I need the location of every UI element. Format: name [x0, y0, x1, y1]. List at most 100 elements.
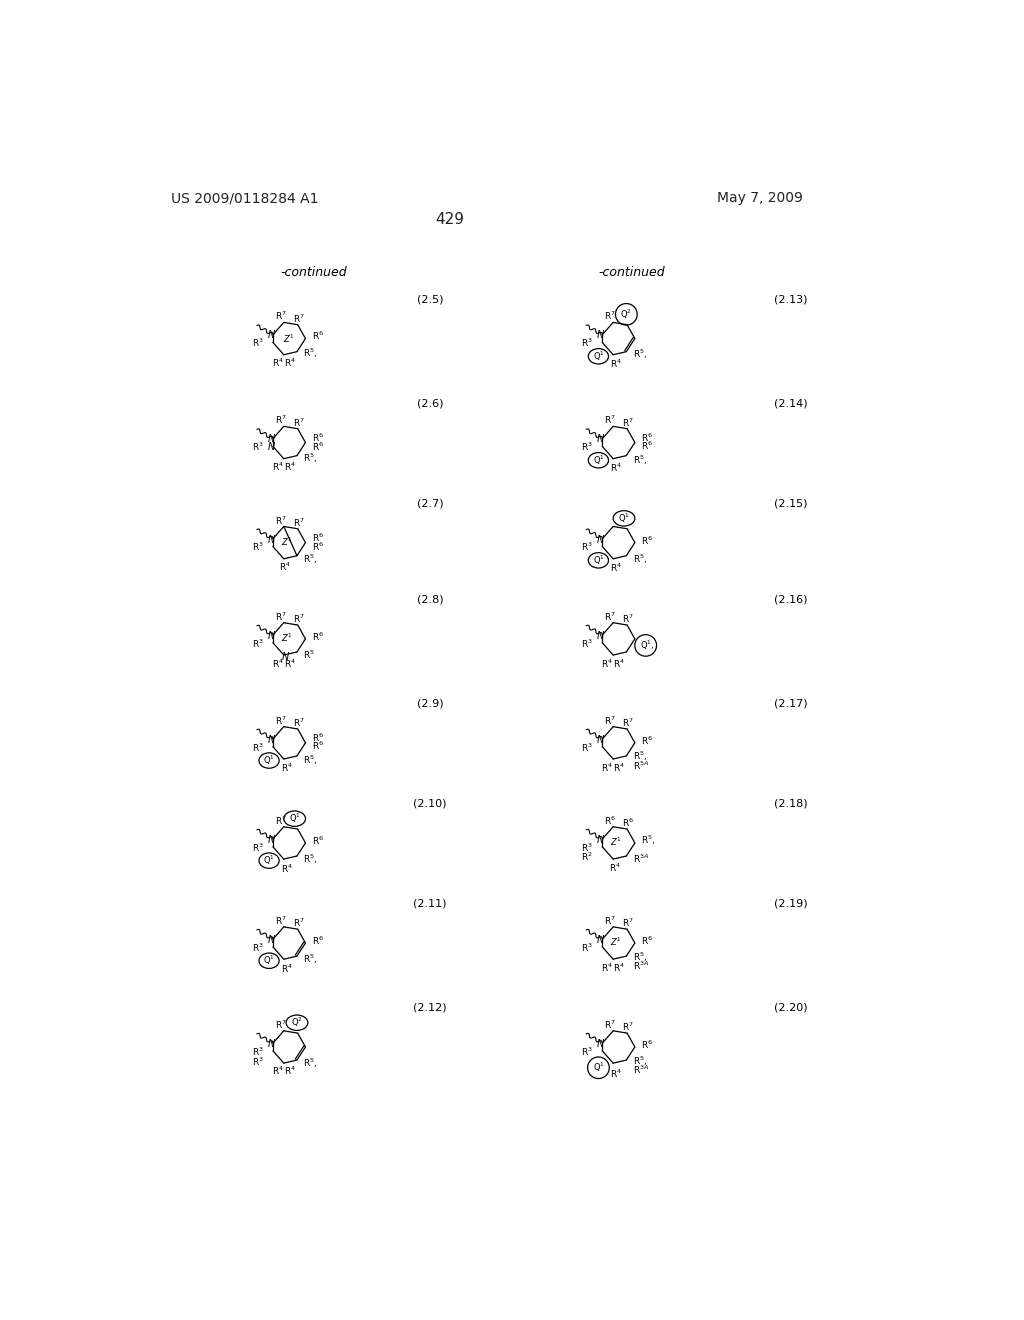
- Text: N: N: [267, 434, 275, 445]
- Text: (2.15): (2.15): [774, 499, 807, 508]
- Text: R$^4$: R$^4$: [284, 657, 296, 669]
- Text: R$^6$: R$^6$: [311, 739, 324, 752]
- Text: R$^6$: R$^6$: [311, 532, 324, 544]
- Text: N: N: [597, 535, 604, 545]
- Text: R$^6$: R$^6$: [311, 733, 324, 744]
- Text: R$^{3A}$: R$^{3A}$: [633, 1064, 649, 1076]
- Text: R$^7$: R$^7$: [622, 1020, 634, 1034]
- Text: N: N: [267, 631, 275, 640]
- Text: N: N: [597, 330, 604, 341]
- Text: R$^4$: R$^4$: [281, 762, 293, 775]
- Text: Q$^1$: Q$^1$: [593, 1061, 604, 1074]
- Text: R$^7$: R$^7$: [274, 310, 287, 322]
- Text: R$^7$: R$^7$: [274, 610, 287, 623]
- Text: N: N: [267, 330, 275, 341]
- Text: R$^5$,: R$^5$,: [303, 754, 317, 767]
- Text: R$^3$: R$^3$: [252, 638, 263, 649]
- Text: R$^3$: R$^3$: [252, 541, 263, 553]
- Text: (2.12): (2.12): [414, 1003, 447, 1012]
- Text: N: N: [267, 442, 275, 453]
- Text: (2.13): (2.13): [774, 294, 807, 305]
- Text: R$^5$,: R$^5$,: [303, 853, 317, 866]
- Text: R$^7$: R$^7$: [604, 1019, 616, 1031]
- Text: R$^5$,: R$^5$,: [641, 834, 655, 847]
- Text: R$^4$: R$^4$: [610, 358, 623, 370]
- Text: R$^6$: R$^6$: [311, 631, 324, 643]
- Text: $Z^1$: $Z^1$: [281, 536, 293, 548]
- Text: R$^4$: R$^4$: [280, 560, 291, 573]
- Text: Q$^2$: Q$^2$: [291, 1016, 303, 1030]
- Text: R$^7$: R$^7$: [274, 915, 287, 927]
- Text: R$^7$: R$^7$: [604, 714, 616, 727]
- Text: -continued: -continued: [598, 265, 665, 279]
- Text: (2.5): (2.5): [417, 294, 443, 305]
- Text: R$^5$,: R$^5$,: [633, 552, 647, 565]
- Text: N: N: [282, 652, 289, 661]
- Text: R$^4$: R$^4$: [613, 657, 626, 669]
- Text: R$^5$,: R$^5$,: [633, 1055, 647, 1068]
- Text: R$^7$: R$^7$: [604, 414, 616, 426]
- Text: $Z^1$: $Z^1$: [610, 836, 623, 849]
- Text: R$^6$: R$^6$: [641, 440, 653, 451]
- Text: R$^4$: R$^4$: [271, 1065, 284, 1077]
- Text: R$^6$: R$^6$: [641, 935, 653, 946]
- Text: R$^7$: R$^7$: [293, 416, 304, 429]
- Text: -continued: -continued: [281, 265, 347, 279]
- Text: R$^7$: R$^7$: [293, 917, 304, 929]
- Text: Q$^1$: Q$^1$: [263, 954, 275, 968]
- Text: R$^3$: R$^3$: [252, 1045, 263, 1057]
- Text: R$^3$: R$^3$: [582, 742, 593, 754]
- Text: R$^4$: R$^4$: [610, 1068, 623, 1080]
- Text: R$^7$: R$^7$: [293, 717, 304, 729]
- Text: R$^5$: R$^5$: [303, 649, 315, 661]
- Text: R$^7$: R$^7$: [622, 612, 634, 626]
- Text: May 7, 2009: May 7, 2009: [717, 191, 803, 206]
- Text: R$^4$: R$^4$: [601, 762, 613, 774]
- Text: R$^5$,: R$^5$,: [303, 1056, 317, 1069]
- Text: (2.17): (2.17): [774, 698, 808, 709]
- Text: R$^6$: R$^6$: [641, 1039, 653, 1051]
- Text: R$^5$,: R$^5$,: [303, 451, 317, 466]
- Text: R$^6$: R$^6$: [311, 441, 324, 453]
- Text: N: N: [597, 434, 604, 445]
- Text: Q$^1$: Q$^1$: [593, 553, 604, 568]
- Text: N: N: [597, 735, 604, 744]
- Text: $Z^1$: $Z^1$: [610, 936, 623, 949]
- Text: R$^7$: R$^7$: [293, 516, 304, 529]
- Text: R$^5$,: R$^5$,: [303, 953, 317, 966]
- Text: R$^6$: R$^6$: [641, 734, 653, 747]
- Text: $Z^1$: $Z^1$: [281, 632, 293, 644]
- Text: R$^3$: R$^3$: [252, 337, 263, 350]
- Text: Q$^1$,: Q$^1$,: [640, 639, 654, 652]
- Text: R$^4$: R$^4$: [271, 461, 284, 473]
- Text: R$^4$: R$^4$: [284, 1065, 296, 1077]
- Text: (2.16): (2.16): [774, 594, 807, 605]
- Text: (2.6): (2.6): [417, 399, 443, 408]
- Text: R$^4$: R$^4$: [613, 961, 626, 974]
- Text: (2.18): (2.18): [774, 799, 808, 809]
- Text: R$^2$: R$^2$: [582, 850, 593, 863]
- Text: (2.19): (2.19): [774, 899, 808, 908]
- Text: 429: 429: [435, 213, 464, 227]
- Text: (2.20): (2.20): [774, 1003, 808, 1012]
- Text: Q$^1$: Q$^1$: [593, 454, 604, 467]
- Text: US 2009/0118284 A1: US 2009/0118284 A1: [171, 191, 318, 206]
- Text: Q$^1$: Q$^1$: [263, 854, 275, 867]
- Text: R$^7$: R$^7$: [604, 610, 616, 623]
- Text: R$^5$,: R$^5$,: [633, 454, 647, 467]
- Text: R$^{5A}$: R$^{5A}$: [633, 760, 649, 772]
- Text: (2.8): (2.8): [417, 594, 443, 605]
- Text: R$^{3A}$: R$^{3A}$: [633, 853, 649, 866]
- Text: N: N: [267, 834, 275, 845]
- Text: R$^7$: R$^7$: [293, 612, 304, 626]
- Text: R$^4$: R$^4$: [601, 657, 613, 669]
- Text: R$^5$,: R$^5$,: [633, 750, 647, 763]
- Text: R$^4$: R$^4$: [281, 962, 293, 974]
- Text: R$^3$: R$^3$: [582, 337, 593, 350]
- Text: R$^3$: R$^3$: [582, 1045, 593, 1057]
- Text: R$^6$: R$^6$: [641, 432, 653, 444]
- Text: Q$^1$: Q$^1$: [618, 512, 630, 525]
- Text: R$^7$: R$^7$: [274, 513, 287, 527]
- Text: N: N: [597, 834, 604, 845]
- Text: R$^5$,: R$^5$,: [303, 347, 317, 360]
